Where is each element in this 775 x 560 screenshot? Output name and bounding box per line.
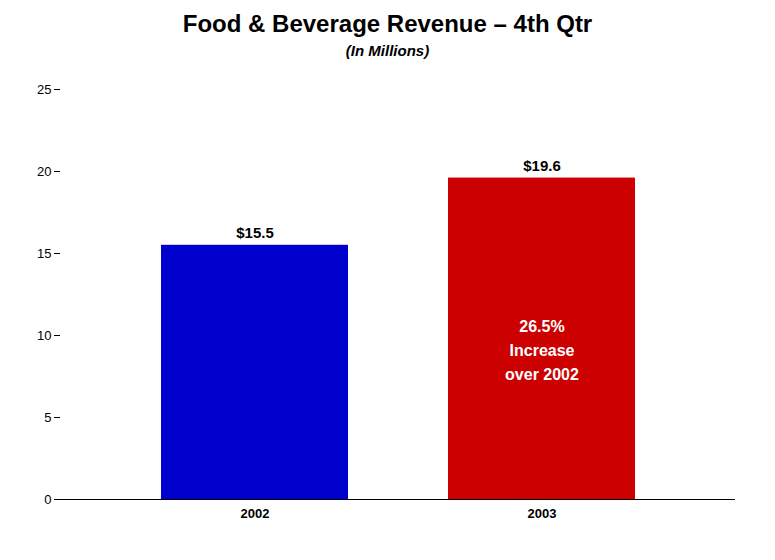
svg-text:$15.5: $15.5 bbox=[236, 224, 274, 241]
svg-text:15: 15 bbox=[37, 246, 51, 261]
svg-text:25: 25 bbox=[37, 82, 51, 97]
svg-text:2002: 2002 bbox=[241, 506, 270, 521]
svg-text:0: 0 bbox=[44, 492, 51, 507]
html-text:Food & Beverage Revenue – 4th: Food & Beverage Revenue – 4th Qtr bbox=[182, 10, 593, 37]
html-text:(In Millions): (In Millions) bbox=[345, 42, 430, 59]
svg-text:26.5%Increaseover 2002: 26.5%Increaseover 2002 bbox=[505, 318, 579, 383]
svg-text:5: 5 bbox=[44, 410, 51, 425]
svg-text:2003: 2003 bbox=[528, 506, 557, 521]
svg-text:20: 20 bbox=[37, 164, 51, 179]
svg-text:$19.6: $19.6 bbox=[523, 157, 561, 174]
svg-text:10: 10 bbox=[37, 328, 51, 343]
